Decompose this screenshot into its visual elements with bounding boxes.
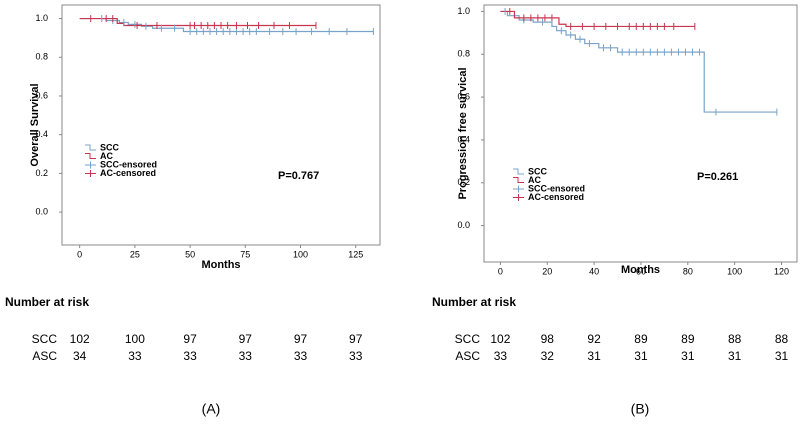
risk-count: 33 — [494, 349, 508, 363]
x-tick-label: 100 — [727, 266, 742, 276]
survival-curve — [500, 10, 695, 28]
risk-count: 31 — [775, 349, 789, 363]
risk-count: 88 — [775, 332, 789, 346]
risk-title: Number at risk — [5, 295, 89, 309]
risk-count: 31 — [634, 349, 648, 363]
risk-count: 31 — [587, 349, 601, 363]
x-tick-label: 0 — [498, 266, 503, 276]
risk-count: 33 — [183, 349, 197, 363]
x-tick-label: 20 — [542, 266, 552, 276]
x-tick-label: 100 — [293, 249, 308, 259]
x-tick-label: 40 — [589, 266, 599, 276]
legend-label: AC-censored — [100, 168, 156, 178]
survival-curve — [500, 10, 777, 113]
y-tick-label: 0.2 — [35, 168, 48, 178]
risk-count: 92 — [587, 332, 601, 346]
y-tick-label: 1.0 — [35, 13, 48, 23]
y-tick-label: 1.0 — [457, 6, 470, 16]
risk-count: 33 — [239, 349, 253, 363]
risk-row-label: ASC — [32, 349, 57, 363]
x-tick-label: 0 — [77, 249, 82, 259]
x-axis-label: Months — [201, 259, 240, 271]
risk-count: 31 — [681, 349, 695, 363]
y-tick-label: 0.0 — [457, 220, 470, 230]
y-tick-label: 0.0 — [35, 206, 48, 216]
y-tick-label: 0.4 — [457, 134, 470, 144]
legend-swatch — [513, 168, 524, 175]
x-tick-label: 60 — [636, 266, 646, 276]
legend-label: SCC — [528, 166, 548, 176]
plot-frame — [483, 4, 798, 263]
y-axis-label: Progression free survical — [457, 67, 469, 199]
legend-label: AC — [528, 175, 541, 185]
legend-label: SCC-ensored — [528, 183, 585, 193]
risk-count: 89 — [634, 332, 648, 346]
y-tick-label: 0.8 — [457, 49, 470, 59]
legend-swatch — [513, 177, 524, 183]
legend-label: SCC — [100, 142, 120, 152]
risk-title: Number at risk — [432, 295, 516, 309]
risk-count: 32 — [541, 349, 555, 363]
risk-count: 97 — [239, 332, 253, 346]
legend-swatch — [513, 185, 524, 193]
y-tick-label: 0.8 — [35, 52, 48, 62]
x-tick-label: 75 — [240, 249, 250, 259]
survival-curve — [79, 17, 316, 27]
x-tick-label: 120 — [774, 266, 789, 276]
risk-count: 97 — [349, 332, 363, 346]
risk-count: 33 — [294, 349, 308, 363]
x-tick-label: 50 — [185, 249, 195, 259]
plot-frame — [61, 4, 381, 246]
risk-count: 89 — [681, 332, 695, 346]
risk-count: 98 — [541, 332, 555, 346]
x-tick-label: 25 — [130, 249, 140, 259]
risk-count: 100 — [125, 332, 145, 346]
risk-count: 88 — [728, 332, 742, 346]
p-value: P=0.261 — [697, 171, 738, 183]
risk-count: 97 — [183, 332, 197, 346]
y-axis-label: Overall Survival — [29, 83, 41, 166]
risk-count: 33 — [349, 349, 363, 363]
panel-label: (A) — [202, 401, 221, 417]
p-value: P=0.767 — [278, 170, 319, 182]
legend-swatch — [85, 170, 96, 177]
risk-count: 31 — [728, 349, 742, 363]
legend-label: AC — [100, 151, 113, 161]
y-tick-label: 0.6 — [35, 90, 48, 100]
risk-row-label: ASC — [455, 349, 480, 363]
x-tick-label: 80 — [683, 266, 693, 276]
risk-count: 97 — [294, 332, 308, 346]
risk-count: 33 — [128, 349, 142, 363]
risk-row-label: SCC — [32, 332, 58, 346]
legend-label: SCC-ensored — [100, 159, 157, 169]
x-tick-label: 125 — [348, 249, 363, 259]
x-axis-label: Months — [621, 264, 660, 276]
y-tick-label: 0.6 — [457, 91, 470, 101]
legend-swatch — [85, 144, 96, 151]
legend-swatch — [85, 161, 96, 169]
risk-count: 34 — [73, 349, 87, 363]
legend-swatch — [513, 194, 524, 201]
risk-count: 102 — [490, 332, 510, 346]
legend-swatch — [85, 153, 96, 159]
panel-label: (B) — [631, 401, 650, 417]
risk-count: 102 — [70, 332, 90, 346]
y-tick-label: 0.2 — [457, 177, 470, 187]
risk-row-label: SCC — [455, 332, 481, 346]
y-tick-label: 0.4 — [35, 129, 48, 139]
legend-label: AC-censored — [528, 192, 584, 202]
